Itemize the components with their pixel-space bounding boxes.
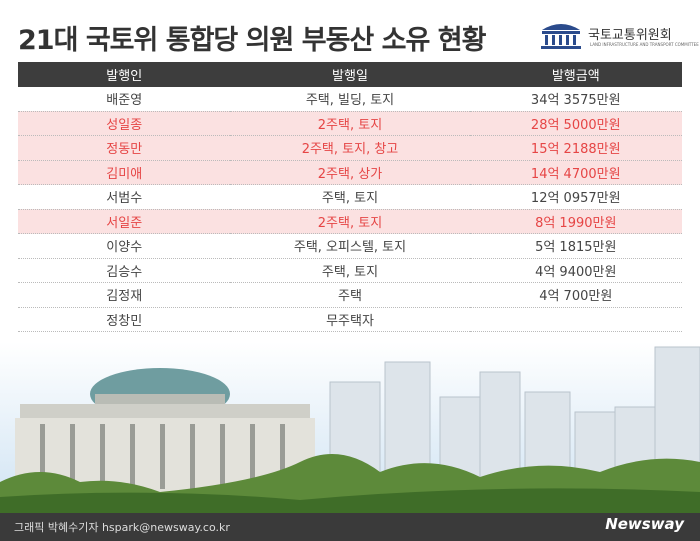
logo-subtext: LAND INFRASTRUCTURE AND TRANSPORT COMMIT… <box>590 42 699 47</box>
cell: 12억 0957만원 <box>469 184 682 210</box>
table-row: 배준영 주택, 빌딩, 토지 34억 3575만원 <box>18 87 682 112</box>
cell: 주택, 토지 <box>230 258 470 283</box>
cell: 8억 1990만원 <box>469 209 682 234</box>
table-row: 김승수 주택, 토지 4억 9400만원 <box>18 258 682 283</box>
column-header: 발행금액 <box>469 62 682 87</box>
cell: 무주택자 <box>230 307 470 332</box>
cell: 김정재 <box>18 282 231 308</box>
scene <box>0 342 700 513</box>
table-row: 서범수 주택, 토지 12억 0957만원 <box>18 184 682 210</box>
cell: 15억 2188만원 <box>469 135 682 161</box>
cell: 주택, 오피스텔, 토지 <box>230 233 470 259</box>
cell: 정동만 <box>18 135 231 161</box>
column-header: 발행일 <box>230 62 470 87</box>
logo-text: 국토교통위원회 <box>588 28 672 43</box>
footer-bar <box>0 513 700 541</box>
brand: Newsway <box>605 515 684 533</box>
cell: 2주택, 토지 <box>230 111 470 136</box>
cell: 서범수 <box>18 184 231 210</box>
cell: 34억 3575만원 <box>469 87 682 112</box>
cell: 김승수 <box>18 258 231 283</box>
logo-icon <box>541 24 581 49</box>
table-row: 이양수 주택, 오피스텔, 토지 5억 1815만원 <box>18 233 682 259</box>
cell: 정창민 <box>18 307 231 332</box>
cell: 2주택, 토지, 창고 <box>230 135 470 161</box>
cell: 주택 <box>230 282 470 308</box>
table-row: 정창민 무주택자 <box>18 307 682 332</box>
cell: 김미애 <box>18 160 231 185</box>
cell <box>469 307 682 332</box>
cell: 14억 4700만원 <box>469 160 682 185</box>
header-row: 발행인 발행일 발행금액 <box>18 62 682 87</box>
table-row: 김미애 2주택, 상가 14억 4700만원 <box>18 160 682 185</box>
cell: 성일종 <box>18 111 231 136</box>
cell: 배준영 <box>18 87 231 112</box>
table-row: 성일종 2주택, 토지 28억 5000만원 <box>18 111 682 136</box>
cell: 이양수 <box>18 233 231 259</box>
cell: 4억 700만원 <box>469 282 682 308</box>
cell: 2주택, 상가 <box>230 160 470 185</box>
cell: 서일준 <box>18 209 231 234</box>
table-row: 정동만 2주택, 토지, 창고 15억 2188만원 <box>18 135 682 161</box>
title: 21대 국토위 통합당 의원 부동산 소유 현황 <box>18 25 486 56</box>
cell: 4억 9400만원 <box>469 258 682 283</box>
cell: 5억 1815만원 <box>469 233 682 259</box>
cell: 2주택, 토지 <box>230 209 470 234</box>
table-row: 김정재 주택 4억 700만원 <box>18 282 682 308</box>
column-header: 발행인 <box>18 62 231 87</box>
credit: 그래픽 박혜수기자 hspark@newsway.co.kr <box>14 521 230 534</box>
table-row: 서일준 2주택, 토지 8억 1990만원 <box>18 209 682 234</box>
cell: 주택, 빌딩, 토지 <box>230 87 470 112</box>
table: 발행인 발행일 발행금액 배준영 주택, 빌딩, 토지 34억 3575만원 성일종 2주택,… <box>18 62 682 332</box>
cell: 주택, 토지 <box>230 184 470 210</box>
cell: 28억 5000만원 <box>469 111 682 136</box>
